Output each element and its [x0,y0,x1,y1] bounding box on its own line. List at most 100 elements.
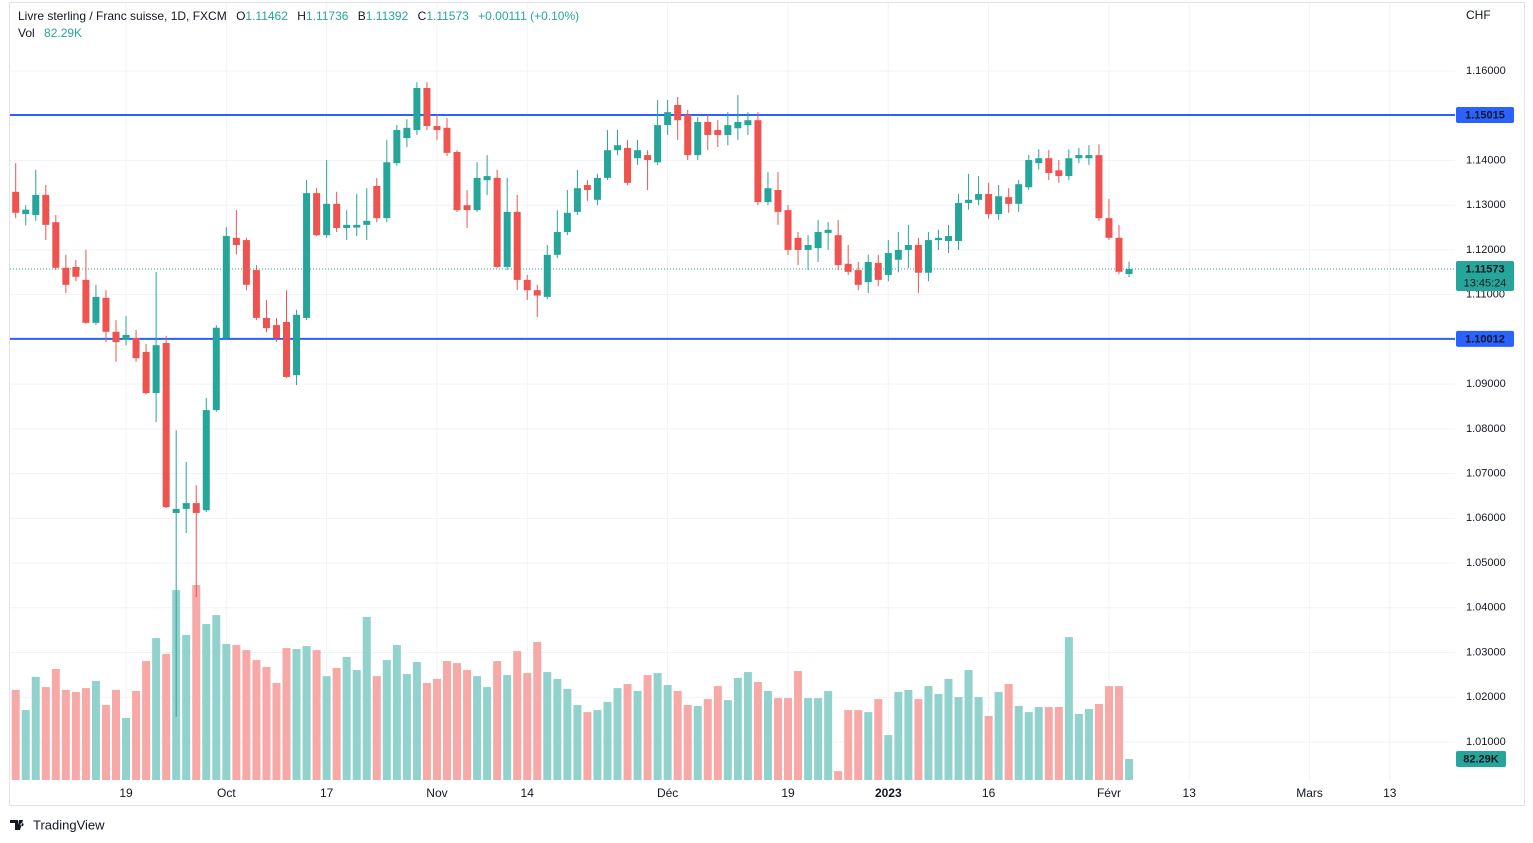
volume-bar [152,638,161,780]
volume-bar [513,651,522,780]
level-tag [1456,107,1514,124]
y-tick-label: 1.05000 [1466,557,1506,569]
candle-body [804,245,812,250]
x-tick-label: Nov [426,786,447,800]
volume-bar [844,710,853,780]
candle-body [844,263,852,272]
candle-body [533,290,541,296]
candle-body [704,121,712,135]
volume-bar [693,705,702,780]
candle-body [1045,158,1053,173]
candle-body [1005,197,1013,204]
volume-bar [272,683,281,780]
close-letter: C [418,9,427,23]
candle-body [202,410,210,511]
volume-bar [332,667,341,780]
volume-bar [412,662,421,780]
volume-bar [112,689,120,780]
volume-bar [804,698,813,780]
volume-bar [763,690,772,780]
candle-body [985,194,993,215]
volume-bar [1024,712,1033,780]
volume-bar [453,663,462,780]
volume-bar [212,615,221,780]
candle-body [52,222,60,268]
candle-body [152,345,160,394]
candle-body [1105,218,1113,238]
x-tick-label: Mars [1296,786,1323,800]
y-tick-label: 1.03000 [1466,646,1506,658]
axis-layer: 1.01000 1.02000 1.03000 1.04000 1.05000 1.060… [119,65,1514,800]
volume-bar [132,690,141,780]
volume-bar [713,686,722,780]
volume-bar [563,688,572,780]
candle-body [724,125,732,135]
volume-bar [352,669,361,780]
volume-name: Vol [18,26,35,40]
volume-bar [101,704,110,780]
volume-bar [302,646,311,780]
candle-body [433,126,441,131]
volume-bar [593,710,602,780]
volume-bar [1004,684,1013,780]
candle-body [1035,158,1043,164]
candle-body [924,240,932,273]
volume-bar [1094,703,1103,780]
volume-bar [1104,686,1113,780]
candle-body [1055,170,1063,177]
candle-body [122,334,130,340]
volume-bar [252,660,261,780]
legend-header: Livre sterling / Franc suisse, 1D, FXCM … [18,9,579,23]
countdown-label: 13:45:24 [1464,277,1507,289]
volume-bar [723,700,732,780]
candle-body [1015,184,1023,204]
candle-body [1025,160,1033,188]
y-tick-label: 1.04000 [1466,602,1506,614]
volume-bar [442,661,451,780]
volume-bar [623,684,632,780]
volume-bar [402,674,411,780]
candle-body [965,199,973,203]
volume-bar [1084,709,1093,780]
candle-body [333,203,341,229]
volume-bar [242,650,251,780]
candle-body [714,130,722,135]
volume-bar [603,701,612,780]
open-value: 1.11462 [245,9,288,23]
volume-bar [553,678,562,780]
y-tick-label: 1.01000 [1466,736,1506,748]
volume-tag [1456,750,1506,767]
candle-body [1085,155,1093,159]
candle-body [744,120,752,126]
candle-body [413,87,421,131]
volume-bar [683,704,692,780]
candle-body [834,235,842,266]
brand-name: TradingView [33,817,105,832]
candle-layer [12,82,1133,717]
candle-body [82,279,90,323]
volume-bar [924,686,933,780]
chart-frame [9,2,1525,806]
x-tick-label: 19 [119,786,133,800]
volume-bar [533,641,542,780]
volume-bar [854,710,863,780]
candle-body [162,342,170,508]
volume-bar [162,653,171,780]
y-tick-label: 1.08000 [1466,423,1506,435]
candle-body [1115,237,1123,272]
candle-body [995,196,1003,215]
candle-body [262,317,270,329]
x-tick-label: 14 [521,786,535,800]
volume-bar [262,666,271,780]
volume-bar [643,675,652,780]
candle-body [102,297,110,332]
volume-bar [613,688,622,780]
candle-body [1065,158,1073,177]
volume-bar [292,649,301,780]
volume-bar [824,690,833,780]
volume-bar [633,690,642,780]
y-tick-label: 1.02000 [1466,691,1506,703]
volume-bar [81,688,90,780]
volume-bar [312,650,321,780]
